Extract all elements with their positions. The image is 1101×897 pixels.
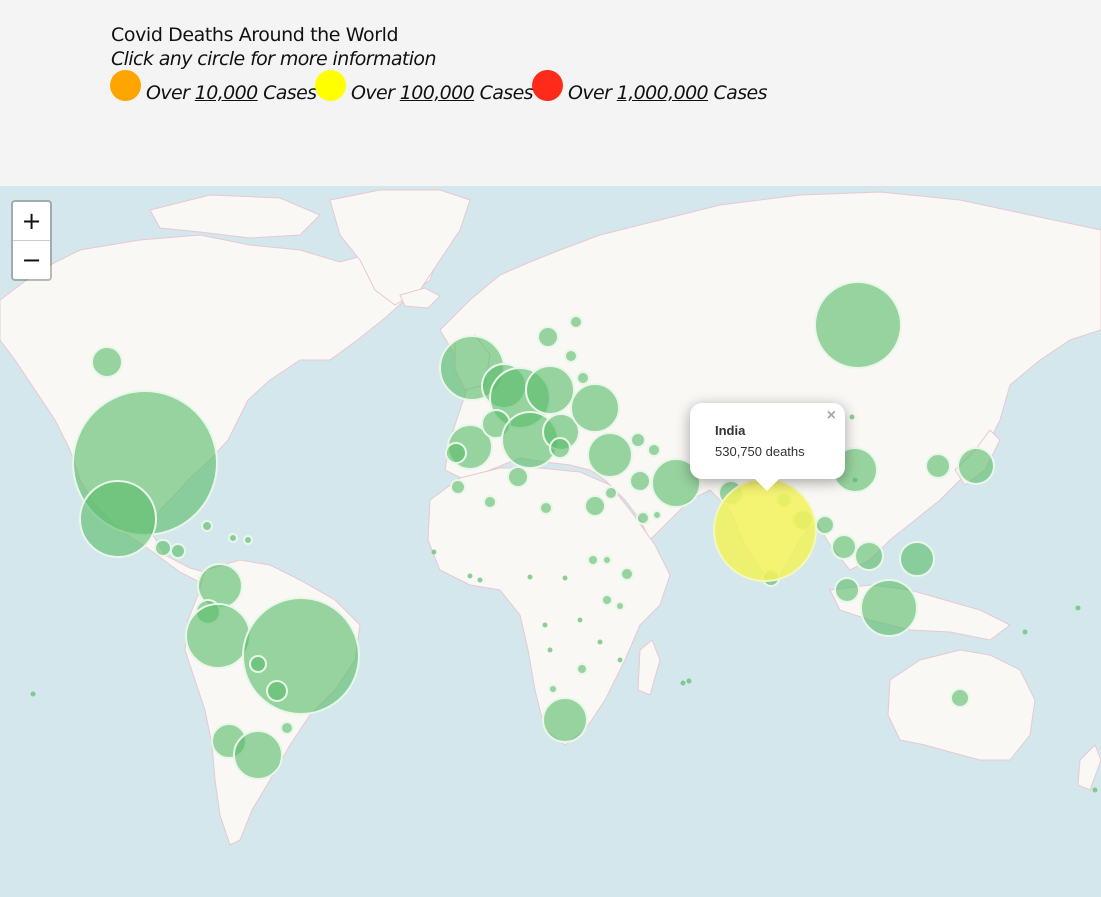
country-circle[interactable]	[233, 730, 283, 780]
popup-tip	[754, 478, 780, 491]
country-circle[interactable]	[647, 443, 661, 457]
country-circle[interactable]	[228, 533, 238, 543]
country-circle-small[interactable]	[527, 574, 533, 580]
country-circle[interactable]	[243, 535, 253, 545]
land-greenland	[329, 189, 471, 306]
country-circle[interactable]	[548, 684, 558, 694]
country-circle[interactable]	[831, 534, 857, 560]
info-popup: × India 530,750 deaths	[690, 403, 845, 491]
country-circle[interactable]	[615, 601, 625, 611]
country-circle-small[interactable]	[542, 622, 548, 628]
country-circle-small[interactable]	[467, 573, 473, 579]
country-circle[interactable]	[587, 554, 599, 566]
country-circle[interactable]	[899, 541, 935, 577]
country-circle-small[interactable]	[562, 575, 568, 581]
land-new-zealand	[1077, 744, 1101, 791]
legend-swatch-yellow	[315, 70, 346, 101]
land-iceland	[399, 287, 441, 309]
country-circle[interactable]	[576, 371, 590, 385]
zoom-control: + −	[11, 200, 52, 281]
header: Covid Deaths Around the World Click any …	[0, 0, 1101, 186]
country-circle[interactable]	[814, 281, 902, 369]
land-africa	[427, 467, 671, 746]
country-circle[interactable]	[860, 579, 918, 637]
country-circle[interactable]	[154, 539, 172, 557]
map-canvas[interactable]	[0, 186, 1101, 897]
country-circle[interactable]	[525, 365, 575, 415]
country-circle[interactable]	[537, 326, 559, 348]
country-circle[interactable]	[620, 567, 634, 581]
country-circle-small[interactable]	[597, 639, 603, 645]
country-circle[interactable]	[564, 349, 578, 363]
circle-layer	[30, 281, 1098, 793]
country-circle[interactable]	[549, 437, 571, 459]
legend: Over 10,000 Cases Over 100,000 Cases Ove…	[110, 70, 810, 106]
popup-death-count: 530,750 deaths	[715, 444, 805, 459]
country-circle-small[interactable]	[30, 691, 36, 697]
country-circle[interactable]	[483, 495, 497, 509]
country-circle[interactable]	[185, 603, 251, 669]
country-circle-small[interactable]	[547, 647, 553, 653]
country-circle[interactable]	[587, 432, 633, 478]
country-circle-small[interactable]	[577, 617, 583, 623]
country-circle[interactable]	[636, 511, 650, 525]
country-circle-small[interactable]	[1075, 605, 1081, 611]
country-circle-small[interactable]	[431, 549, 437, 555]
country-circle[interactable]	[569, 315, 583, 329]
country-circle[interactable]	[539, 501, 553, 515]
country-circle[interactable]	[280, 721, 294, 735]
country-circle[interactable]	[201, 520, 213, 532]
country-circle[interactable]	[584, 495, 606, 517]
country-circle[interactable]	[604, 486, 618, 500]
country-circle[interactable]	[629, 470, 651, 492]
legend-label-1m: Over 1,000,000 Cases	[568, 82, 768, 104]
country-circle[interactable]	[91, 346, 123, 378]
legend-swatch-orange	[110, 70, 141, 101]
country-circle[interactable]	[652, 510, 662, 520]
country-circle-small[interactable]	[1022, 629, 1028, 635]
page-subtitle: Click any circle for more information	[111, 48, 437, 70]
country-circle[interactable]	[630, 432, 646, 448]
land-arctic-islands	[149, 194, 321, 239]
close-icon[interactable]: ×	[826, 407, 836, 424]
country-circle[interactable]	[601, 594, 613, 606]
country-circle-small[interactable]	[686, 678, 692, 684]
land-madagascar	[637, 639, 661, 696]
country-circle[interactable]	[542, 697, 588, 743]
country-circle[interactable]	[249, 655, 267, 673]
country-circle[interactable]	[170, 543, 186, 559]
legend-swatch-red	[532, 70, 563, 101]
country-circle[interactable]	[450, 479, 466, 495]
country-circle-small[interactable]	[1092, 787, 1098, 793]
country-circle[interactable]	[854, 541, 884, 571]
country-circle[interactable]	[651, 458, 701, 508]
country-circle-india[interactable]	[713, 478, 817, 582]
country-circle[interactable]	[507, 466, 529, 488]
country-circle[interactable]	[925, 453, 951, 479]
popup-country-name: India	[715, 423, 746, 438]
country-circle-small[interactable]	[680, 680, 686, 686]
legend-label-100k: Over 100,000 Cases	[351, 82, 534, 104]
country-circle[interactable]	[957, 447, 995, 485]
country-circle[interactable]	[266, 680, 288, 702]
country-circle[interactable]	[445, 442, 467, 464]
zoom-in-button[interactable]: +	[13, 202, 50, 241]
country-circle[interactable]	[834, 577, 860, 603]
country-circle-small[interactable]	[617, 657, 623, 663]
country-circle[interactable]	[602, 555, 612, 565]
zoom-out-button[interactable]: −	[21, 246, 42, 274]
country-circle-small[interactable]	[477, 577, 483, 583]
page-title: Covid Deaths Around the World	[111, 24, 399, 46]
world-map[interactable]: + − × India 530,750 deaths	[0, 186, 1101, 897]
country-circle[interactable]	[576, 663, 588, 675]
country-circle-small[interactable]	[852, 477, 858, 483]
country-circle[interactable]	[950, 688, 970, 708]
country-circle[interactable]	[570, 383, 620, 433]
country-circle[interactable]	[79, 480, 157, 558]
country-circle[interactable]	[815, 515, 835, 535]
country-circle-small[interactable]	[849, 414, 855, 420]
legend-label-10k: Over 10,000 Cases	[146, 82, 317, 104]
